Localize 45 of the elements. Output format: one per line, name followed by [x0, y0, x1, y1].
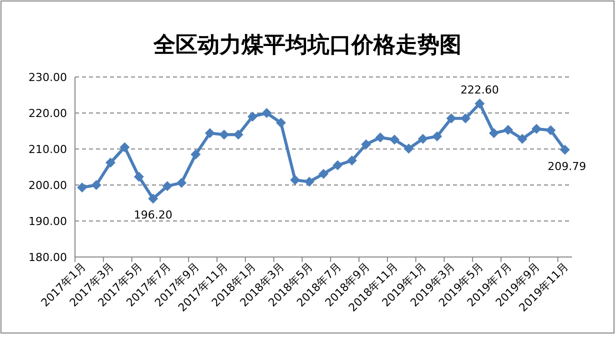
point: [532, 124, 542, 134]
y-tick-label: 230.00: [28, 71, 67, 84]
point: [248, 112, 258, 122]
y-tick-label: 200.00: [28, 179, 67, 192]
point: [91, 180, 102, 190]
point: [204, 128, 215, 138]
point: [390, 134, 400, 145]
point: [460, 113, 470, 124]
point: [503, 124, 514, 135]
point: [517, 134, 528, 144]
point: [276, 118, 286, 128]
point: [106, 158, 116, 168]
point: [346, 156, 357, 166]
point: [560, 144, 570, 155]
point: [77, 182, 88, 193]
y-tick-label: 180.00: [28, 251, 67, 264]
point: [446, 113, 456, 124]
point: [488, 128, 499, 138]
point: [162, 181, 172, 192]
point: [148, 194, 158, 204]
point: [332, 160, 343, 170]
point: [262, 108, 272, 118]
y-tick-label: 210.00: [28, 143, 67, 156]
y-tick-label: 190.00: [28, 215, 67, 228]
point: [190, 149, 201, 160]
chart-title: 全区动力煤平均坑口价格走势图: [152, 32, 462, 57]
point: [546, 125, 556, 136]
point: [219, 130, 230, 140]
point: [318, 168, 328, 179]
point: [361, 139, 372, 150]
point: [134, 172, 144, 182]
point: [304, 176, 314, 187]
point: [120, 142, 130, 152]
point: [474, 98, 485, 109]
point: [375, 132, 386, 142]
y-tick-label: 220.00: [28, 107, 67, 120]
data-label: 196.20: [134, 208, 172, 222]
data-label: 209.79: [548, 160, 586, 173]
data-label: 222.60: [460, 84, 499, 97]
point: [176, 178, 186, 188]
point: [404, 144, 414, 154]
point: [418, 134, 428, 144]
point: [233, 130, 244, 140]
point: [432, 131, 442, 142]
point: [290, 174, 300, 185]
